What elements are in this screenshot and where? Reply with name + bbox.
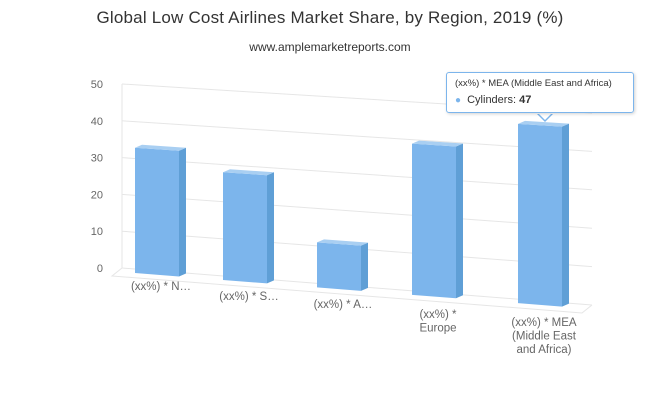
x-tick-label: (xx%) * N… bbox=[131, 281, 191, 293]
bar-front[interactable] bbox=[317, 242, 361, 291]
y-tick-label: 0 bbox=[97, 263, 103, 275]
bar-front[interactable] bbox=[135, 147, 179, 277]
y-tick-label: 30 bbox=[91, 153, 103, 165]
y-tick-label: 10 bbox=[91, 226, 103, 238]
grid-line bbox=[121, 193, 593, 229]
bar-top bbox=[518, 120, 569, 127]
y-axis-ticks: 0 10 20 30 40 50 bbox=[91, 79, 103, 275]
x-tick-label: (xx%) * MEA (Middle East and Africa) bbox=[511, 317, 577, 356]
bar-front[interactable] bbox=[412, 143, 456, 299]
chart-title: Global Low Cost Airlines Market Share, b… bbox=[96, 8, 564, 27]
grid-line bbox=[121, 120, 593, 152]
series-dot-icon: ● bbox=[455, 95, 462, 106]
bar-side bbox=[456, 143, 463, 299]
chart-subtitle: www.amplemarketreports.com bbox=[249, 40, 411, 54]
y-tick-label: 40 bbox=[91, 116, 103, 128]
x-tick-label: (xx%) * A… bbox=[314, 299, 373, 311]
bars bbox=[135, 120, 569, 307]
bar-side bbox=[361, 242, 368, 291]
tooltip-caret-inner bbox=[538, 113, 552, 120]
chart-tooltip: (xx%) * MEA (Middle East and Africa) ● C… bbox=[446, 72, 634, 113]
tooltip-value: 47 bbox=[519, 94, 532, 106]
floor-edge bbox=[110, 267, 593, 314]
tooltip-header: (xx%) * MEA (Middle East and Africa) bbox=[455, 78, 612, 89]
y-tick-label: 50 bbox=[91, 79, 103, 91]
tooltip-row: ● Cylinders: 47 bbox=[455, 94, 625, 106]
x-axis-labels: (xx%) * N… (xx%) * S… (xx%) * A… (xx%) * Eur… bbox=[131, 281, 577, 356]
y-tick-label: 20 bbox=[91, 189, 103, 201]
bar-top bbox=[135, 144, 186, 151]
bar-top bbox=[223, 169, 274, 176]
bar-side bbox=[562, 123, 569, 307]
bar-front[interactable] bbox=[518, 123, 562, 307]
bar-top bbox=[412, 140, 463, 147]
x-tick-label: (xx%) * Europe bbox=[419, 309, 457, 335]
bar-side bbox=[267, 172, 274, 284]
x-tick-label: (xx%) * S… bbox=[219, 291, 278, 303]
grid-lines bbox=[110, 83, 593, 314]
bar-top bbox=[317, 239, 368, 246]
bar-front[interactable] bbox=[223, 172, 267, 284]
tooltip-series-name: Cylinders: bbox=[467, 94, 517, 106]
grid-line bbox=[121, 157, 593, 191]
bar-side bbox=[179, 147, 186, 277]
